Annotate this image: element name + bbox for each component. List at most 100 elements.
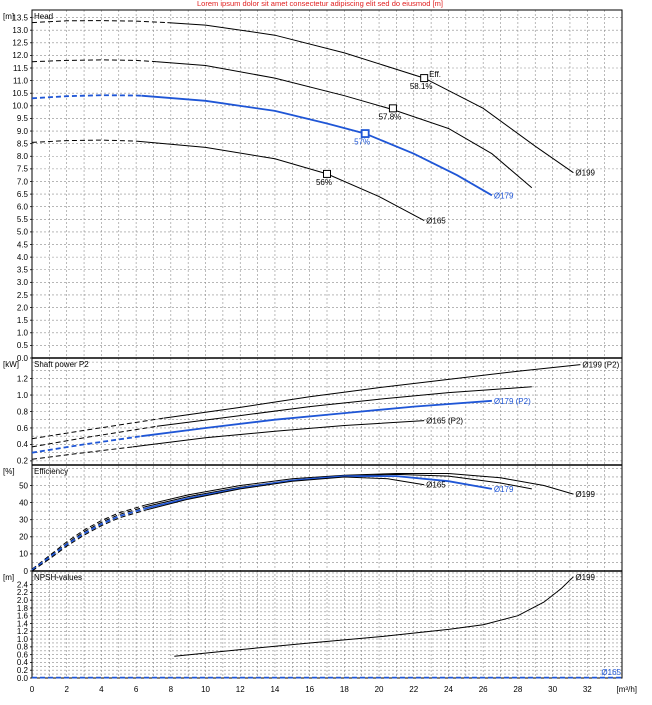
y-tick-label: 7.0 (17, 177, 29, 186)
y-tick-label: 0.4 (17, 440, 29, 449)
x-tick-label: 12 (236, 685, 245, 694)
y-tick-label: 13.5 (12, 13, 28, 22)
x-tick-label: 2 (64, 685, 69, 694)
y-tick-label: 12.0 (12, 51, 28, 60)
y-tick-label: 5.5 (17, 215, 29, 224)
y-tick-label: 2.4 (17, 580, 29, 589)
chart-text: 0 2 4 6 8 10 12 14 16 18 20 22 24 26 28 30 32 [m³/h]0.00.… (3, 12, 637, 694)
curve-line (144, 476, 425, 511)
y-tick-label: 0.0 (17, 354, 29, 363)
efficiency-marker (323, 169, 331, 178)
y-tick-label: 0.6 (17, 424, 29, 433)
y-tick-label: 2.2 (17, 588, 29, 597)
x-tick-label: 26 (479, 685, 488, 694)
marker-annotation: Eff. (429, 70, 441, 79)
x-tick-label: 0 (30, 685, 35, 694)
y-tick-label: 5.0 (17, 228, 29, 237)
y-tick-label: 0.6 (17, 650, 29, 659)
marker-label: 56% (316, 178, 332, 187)
curve-label: Ø179 (494, 191, 514, 200)
y-tick-label: 11.5 (13, 64, 29, 73)
panel-title: Head (34, 12, 53, 21)
curve-extrapolated (31, 59, 157, 63)
efficiency-marker (360, 129, 370, 138)
y-tick-label: 0.2 (17, 666, 29, 675)
y-tick-label: 10.5 (12, 89, 28, 98)
curve-line (167, 22, 574, 174)
curve-label: Ø199 (575, 573, 595, 582)
curve-label: Ø199 (575, 169, 595, 178)
y-tick-label: 2.5 (17, 291, 29, 300)
marker-label: 57.8% (379, 112, 402, 121)
x-tick-label: 20 (375, 685, 384, 694)
y-tick-label: 30 (19, 516, 28, 525)
curve-line (136, 140, 425, 222)
y-tick-label: 1.2 (17, 374, 29, 383)
curve-label: Ø165 (P2) (426, 417, 463, 426)
panel-unit: [m] (3, 573, 14, 582)
x-tick-label: 18 (340, 685, 349, 694)
curve-line (163, 364, 581, 419)
y-tick-label: 4.5 (17, 240, 29, 249)
y-tick-label: 8.5 (17, 139, 29, 148)
y-tick-label: 9.0 (17, 127, 29, 136)
curve-label: Ø165 (601, 668, 621, 677)
x-tick-label: 14 (270, 685, 279, 694)
y-tick-label: 0.5 (17, 341, 29, 350)
curve-label: Ø179 (P2) (494, 397, 531, 406)
y-tick-label: 3.5 (17, 266, 29, 275)
curve-line (132, 420, 425, 448)
curve-label: Ø179 (494, 485, 514, 494)
curve-line (144, 473, 574, 506)
x-tick-label: 30 (548, 685, 557, 694)
y-tick-label: 10.0 (12, 102, 28, 111)
panel-unit: [%] (3, 467, 15, 476)
x-tick-label: 22 (409, 685, 418, 694)
curve-extrapolated (31, 506, 145, 570)
x-axis-unit: [m³/h] (617, 685, 637, 694)
y-tick-label: 10 (19, 550, 28, 559)
y-tick-label: 0.8 (17, 643, 29, 652)
x-tick-label: 32 (583, 685, 592, 694)
y-tick-label: 12.5 (12, 39, 28, 48)
y-tick-label: 0.8 (17, 407, 29, 416)
y-tick-label: 1.2 (17, 627, 29, 636)
chart-header: Lorem ipsum dolor sit amet consectetur a… (197, 0, 443, 8)
curve-extrapolated (31, 509, 145, 572)
y-tick-label: 1.0 (17, 391, 29, 400)
x-tick-label: 10 (201, 685, 210, 694)
y-tick-label: 6.0 (17, 202, 29, 211)
y-tick-label: 1.5 (17, 316, 29, 325)
x-tick-label: 16 (305, 685, 314, 694)
plot-frame (31, 9, 623, 679)
curves (31, 20, 622, 679)
y-tick-label: 1.8 (17, 604, 29, 613)
curve-line (141, 399, 492, 438)
y-tick-label: 0.2 (17, 457, 29, 466)
y-tick-label: 13.0 (12, 26, 28, 35)
curve-line (174, 576, 574, 657)
marker-label: 57% (354, 138, 370, 147)
y-tick-label: 2.0 (17, 596, 29, 605)
curve-extrapolated (31, 504, 145, 570)
y-tick-label: 1.6 (17, 612, 29, 621)
y-tick-label: 2.0 (17, 303, 29, 312)
curve-line (144, 473, 532, 508)
y-tick-label: 0 (24, 567, 29, 576)
y-tick-label: 6.5 (17, 190, 29, 199)
panel-unit: [m] (3, 12, 14, 21)
curve-label: Ø165 (426, 481, 446, 490)
y-tick-label: 0.0 (17, 674, 29, 683)
y-tick-label: 8.0 (17, 152, 29, 161)
curve-line (141, 94, 493, 197)
y-tick-label: 3.0 (17, 278, 29, 287)
y-tick-label: 1.4 (17, 619, 29, 628)
x-tick-label: 6 (134, 685, 139, 694)
x-tick-label: 24 (444, 685, 453, 694)
x-tick-label: 4 (99, 685, 104, 694)
y-tick-label: 4.0 (17, 253, 29, 262)
curve-extrapolated (31, 417, 164, 440)
panel-title: NPSH-values (34, 573, 82, 582)
y-tick-label: 11.0 (13, 76, 29, 85)
